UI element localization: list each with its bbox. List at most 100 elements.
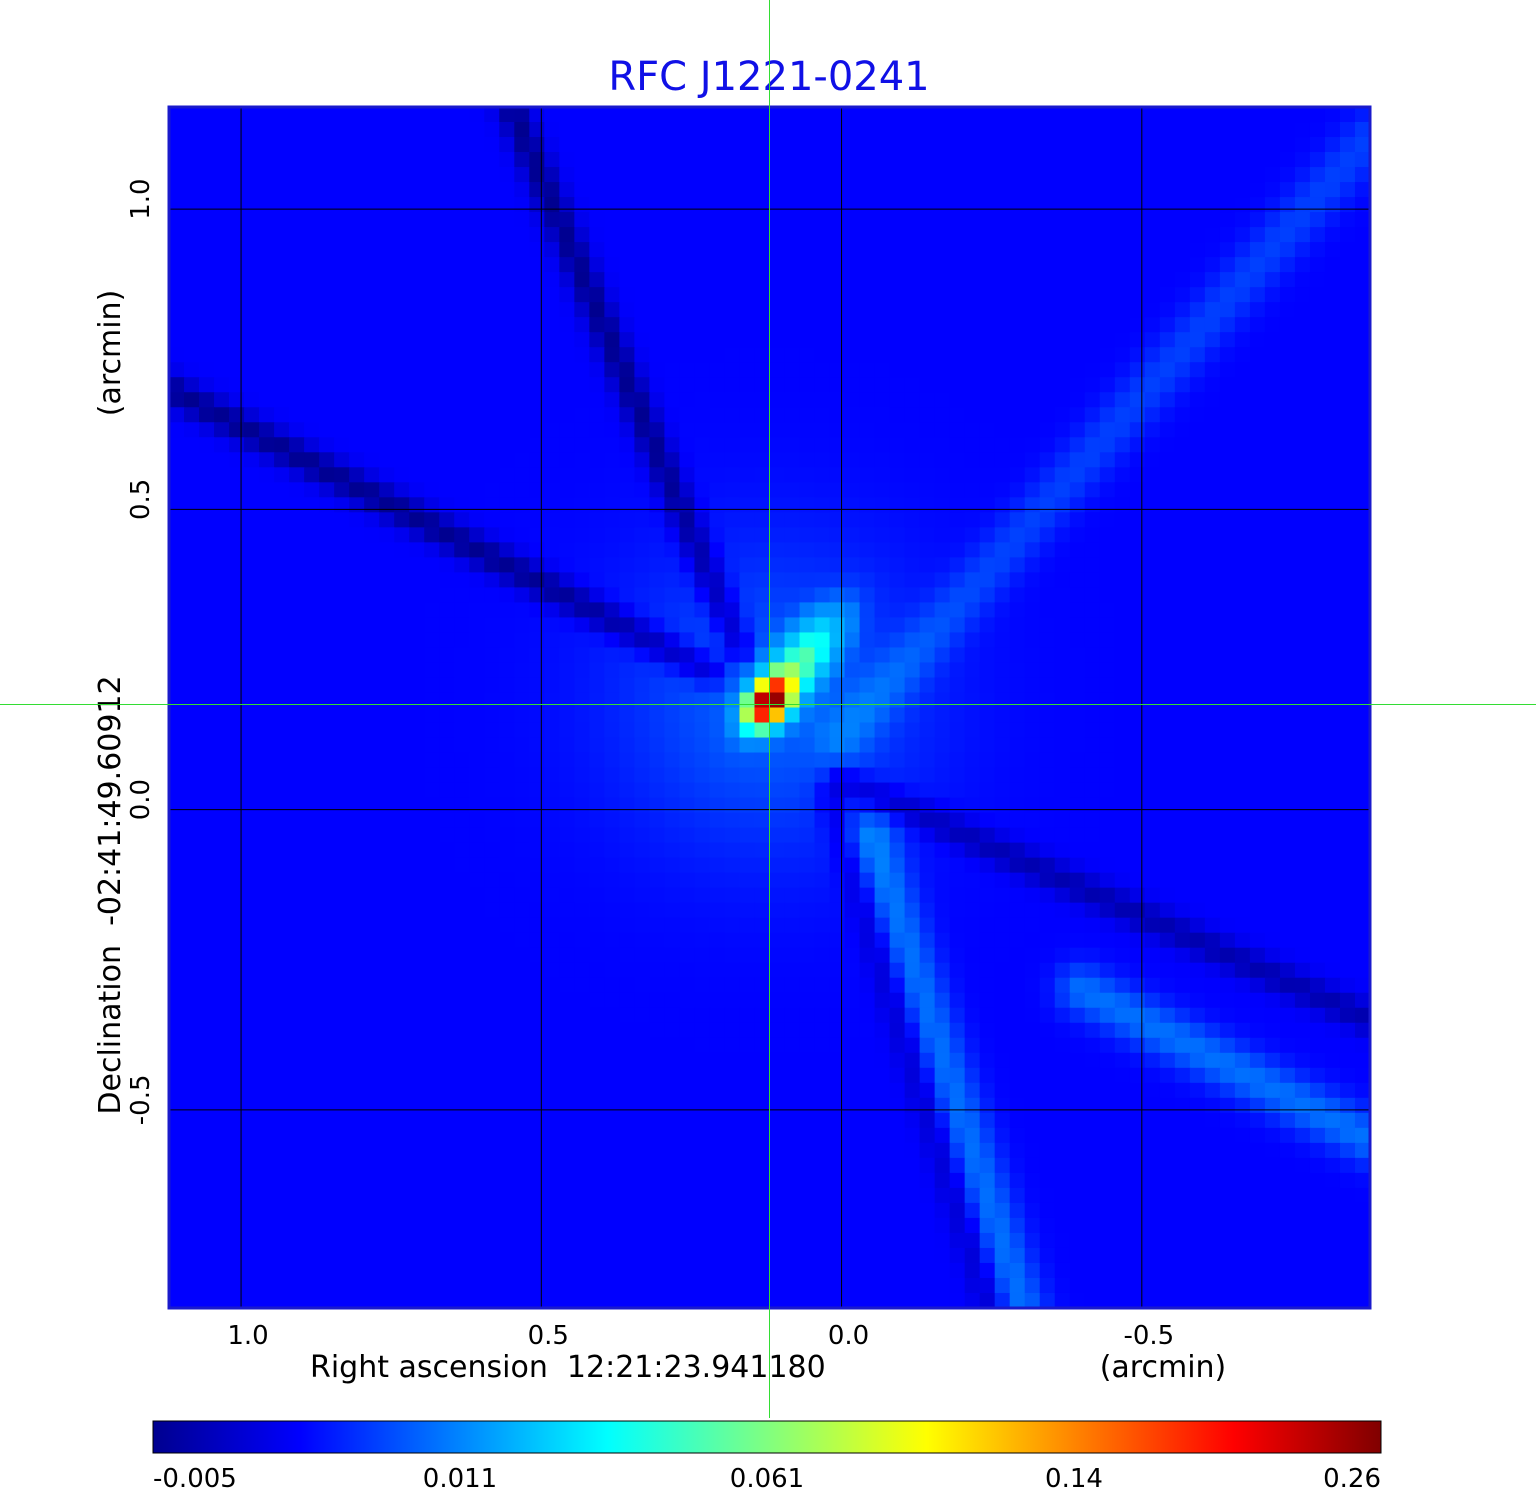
- heatmap-cell: [724, 812, 741, 829]
- heatmap-cell: [199, 152, 215, 168]
- heatmap-cell: [904, 707, 921, 724]
- heatmap-cell: [259, 662, 275, 679]
- heatmap-cell: [229, 362, 245, 378]
- heatmap-cell: [619, 842, 635, 859]
- heatmap-cell: [409, 242, 425, 258]
- heatmap-cell: [304, 242, 320, 258]
- heatmap-cell: [424, 557, 440, 573]
- heatmap-cell: [874, 737, 891, 754]
- heatmap-cell: [184, 857, 200, 874]
- heatmap-cell: [1219, 722, 1236, 739]
- heatmap-cell: [949, 767, 966, 784]
- heatmap-cell: [1114, 932, 1131, 949]
- heatmap-cell: [1129, 257, 1146, 273]
- heatmap-cell: [919, 632, 936, 649]
- heatmap-cell: [1264, 677, 1281, 694]
- heatmap-cell: [964, 602, 981, 619]
- heatmap-cell: [1129, 902, 1146, 919]
- heatmap-cell: [1009, 302, 1026, 318]
- heatmap-cell: [394, 1037, 410, 1054]
- heatmap-cell: [724, 992, 741, 1009]
- heatmap-cell: [724, 767, 741, 784]
- heatmap-cell: [724, 422, 741, 438]
- heatmap-cell: [304, 122, 320, 138]
- heatmap-cell: [784, 332, 801, 348]
- heatmap-cell: [694, 107, 711, 123]
- heatmap-cell: [244, 737, 260, 754]
- heatmap-cell: [214, 632, 230, 649]
- heatmap-cell: [544, 137, 560, 153]
- heatmap-cell: [289, 152, 305, 168]
- heatmap-cell: [589, 137, 605, 153]
- heatmap-cell: [589, 512, 605, 528]
- heatmap-cell: [469, 452, 485, 468]
- heatmap-cell: [1084, 407, 1101, 423]
- heatmap-cell: [574, 1007, 590, 1024]
- heatmap-cell: [1354, 272, 1370, 288]
- heatmap-cell: [274, 947, 290, 964]
- heatmap-cell: [184, 152, 200, 168]
- heatmap-cell: [184, 197, 200, 213]
- heatmap-cell: [1249, 197, 1266, 213]
- heatmap-cell: [304, 392, 320, 408]
- heatmap-cell: [1264, 572, 1281, 588]
- heatmap-cell: [649, 377, 666, 393]
- heatmap-cell: [1024, 482, 1041, 498]
- heatmap-cell: [469, 572, 485, 588]
- heatmap-cell: [919, 422, 936, 438]
- heatmap-cell: [514, 362, 530, 378]
- heatmap-cell: [919, 542, 936, 558]
- heatmap-cell: [214, 902, 230, 919]
- heatmap-cell: [934, 362, 951, 378]
- heatmap-cell: [889, 407, 906, 423]
- heatmap-cell: [1129, 362, 1146, 378]
- heatmap-cell: [799, 872, 816, 889]
- heatmap-cell: [829, 242, 846, 258]
- heatmap-cell: [1354, 542, 1370, 558]
- heatmap-cell: [634, 827, 650, 844]
- heatmap-cell: [829, 257, 846, 273]
- heatmap-cell: [574, 632, 590, 649]
- heatmap-cell: [1159, 362, 1176, 378]
- heatmap-cell: [829, 287, 846, 303]
- heatmap-cell: [1189, 332, 1206, 348]
- heatmap-cell: [1204, 497, 1221, 513]
- heatmap-cell: [814, 302, 831, 318]
- heatmap-cell: [1339, 287, 1356, 303]
- heatmap-cell: [1024, 722, 1041, 739]
- heatmap-cell: [859, 122, 876, 138]
- heatmap-cell: [1219, 107, 1236, 123]
- heatmap-cell: [1159, 542, 1176, 558]
- heatmap-cell: [1264, 827, 1281, 844]
- heatmap-cell: [559, 917, 575, 934]
- heatmap-cell: [904, 1007, 921, 1024]
- heatmap-cell: [454, 782, 470, 799]
- heatmap-cell: [949, 137, 966, 153]
- heatmap-cell: [439, 962, 455, 979]
- heatmap-cell: [439, 857, 455, 874]
- heatmap-cell: [574, 827, 590, 844]
- heatmap-cell: [754, 842, 771, 859]
- heatmap-cell: [994, 197, 1011, 213]
- heatmap-cell: [979, 422, 996, 438]
- heatmap-cell: [844, 482, 861, 498]
- heatmap-cell: [559, 317, 575, 333]
- heatmap-cell: [319, 257, 335, 273]
- heatmap-cell: [1234, 332, 1251, 348]
- heatmap-cell: [259, 902, 275, 919]
- heatmap-cell: [1309, 122, 1326, 138]
- heatmap-cell: [829, 212, 846, 228]
- heatmap-cell: [1114, 197, 1131, 213]
- heatmap-cell: [784, 347, 801, 363]
- heatmap-cell: [1084, 662, 1101, 679]
- heatmap-cell: [1249, 992, 1266, 1009]
- heatmap-cell: [1039, 347, 1056, 363]
- heatmap-cell: [364, 632, 380, 649]
- heatmap-cell: [559, 302, 575, 318]
- heatmap-cell: [1309, 1022, 1326, 1039]
- heatmap-cell: [424, 542, 440, 558]
- heatmap-cell: [949, 707, 966, 724]
- heatmap-cell: [454, 1022, 470, 1039]
- heatmap-cell: [769, 407, 786, 423]
- heatmap-cell: [289, 227, 305, 243]
